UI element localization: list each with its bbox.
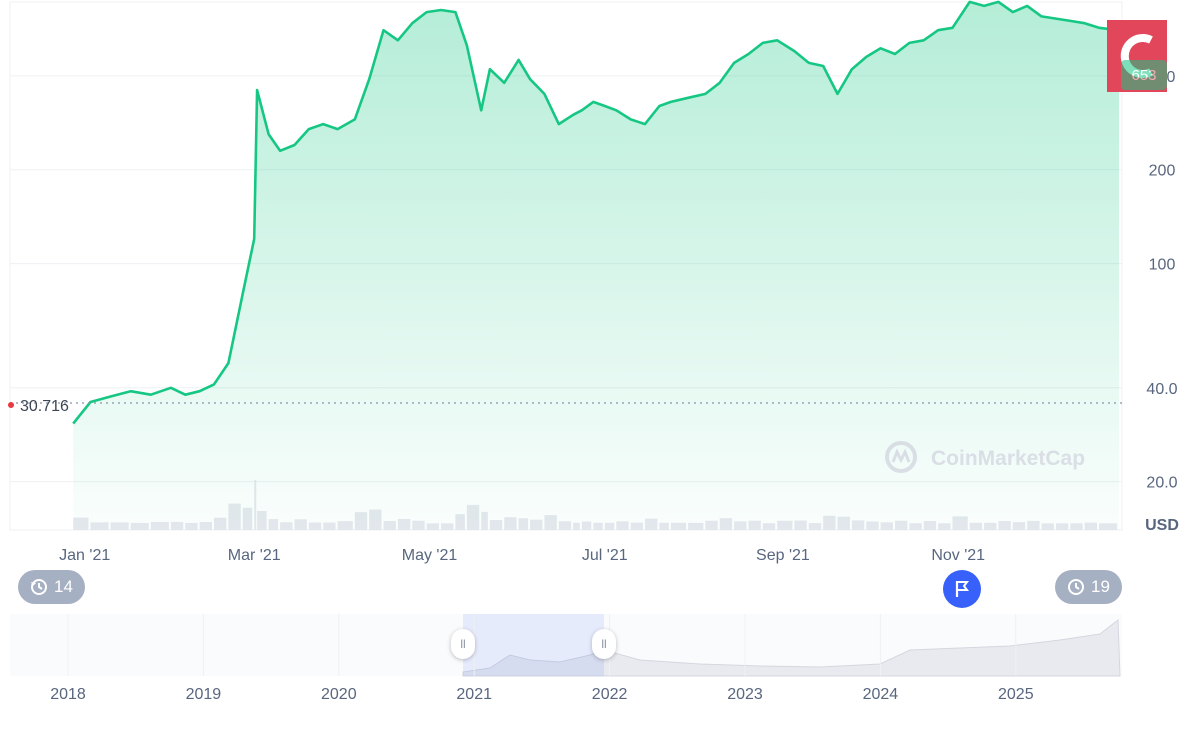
flag-icon <box>955 581 969 597</box>
navigator-right-handle[interactable]: ll <box>592 629 616 659</box>
range-navigator[interactable]: 2018 2019 2020 2021 2022 2023 2024 2025 <box>10 614 1122 703</box>
navigator-year-label: 2018 <box>50 686 86 703</box>
start-price-label: 30.716 <box>8 398 69 415</box>
navigator-year-label: 2022 <box>592 686 628 703</box>
y-tick-label: 200 <box>1149 163 1176 180</box>
navigator-year-label: 2023 <box>727 686 763 703</box>
x-tick-label: Mar '21 <box>228 547 281 564</box>
price-area <box>72 0 1120 530</box>
coinmarketcap-watermark: CoinMarketCap <box>885 441 1085 473</box>
navigator-area <box>462 619 1121 677</box>
price-line <box>72 0 1120 425</box>
flag-event-button[interactable] <box>943 570 981 608</box>
clock-icon <box>1068 579 1084 595</box>
current-price-value: 653 <box>1131 66 1157 84</box>
navigator-year-label: 2021 <box>456 686 492 703</box>
history-icon <box>31 579 47 595</box>
x-tick-label: May '21 <box>402 547 458 564</box>
navigator-year-label: 2024 <box>863 686 899 703</box>
start-price-marker <box>8 402 14 408</box>
y-axis-unit-label: USD <box>1145 517 1179 534</box>
x-axis: Jan '21 Mar '21 May '21 Jul '21 Sep '21 Nov '… <box>59 547 985 564</box>
start-price-value: 30.716 <box>20 398 69 415</box>
events-left-button[interactable]: 14 <box>18 570 85 604</box>
events-right-button[interactable]: 19 <box>1055 570 1122 604</box>
events-right-count: 19 <box>1091 577 1110 596</box>
x-tick-label: Jul '21 <box>582 547 628 564</box>
watermark-text: CoinMarketCap <box>931 447 1085 470</box>
y-tick-label: 100 <box>1149 257 1176 274</box>
y-tick-label: 20.0 <box>1146 475 1177 492</box>
events-left-count: 14 <box>54 577 73 596</box>
x-tick-label: Sep '21 <box>756 547 810 564</box>
y-tick-label: 40.0 <box>1146 381 1177 398</box>
x-tick-label: Nov '21 <box>931 547 985 564</box>
navigator-left-handle[interactable]: ll <box>451 629 475 659</box>
navigator-selected-range[interactable] <box>463 614 604 676</box>
navigator-year-label: 2019 <box>186 686 222 703</box>
coinmarketcap-logo-icon <box>885 441 917 473</box>
navigator-year-label: 2020 <box>321 686 357 703</box>
y-axis: 20.040.0100200400 <box>1146 69 1177 492</box>
price-area-fill <box>73 1 1120 530</box>
x-tick-label: Jan '21 <box>59 547 110 564</box>
current-price-tag: 653 <box>1121 60 1167 90</box>
navigator-year-label: 2025 <box>998 686 1034 703</box>
